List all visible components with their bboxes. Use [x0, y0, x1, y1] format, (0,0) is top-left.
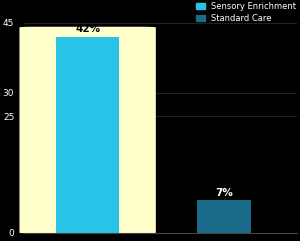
Text: 7%: 7%	[215, 188, 233, 198]
Bar	[197, 200, 251, 233]
Legend: Sensory Enrichment, Standard Care: Sensory Enrichment, Standard Care	[195, 0, 298, 24]
Bar	[56, 37, 119, 233]
FancyBboxPatch shape	[20, 27, 156, 234]
Text: 42%: 42%	[75, 24, 100, 34]
